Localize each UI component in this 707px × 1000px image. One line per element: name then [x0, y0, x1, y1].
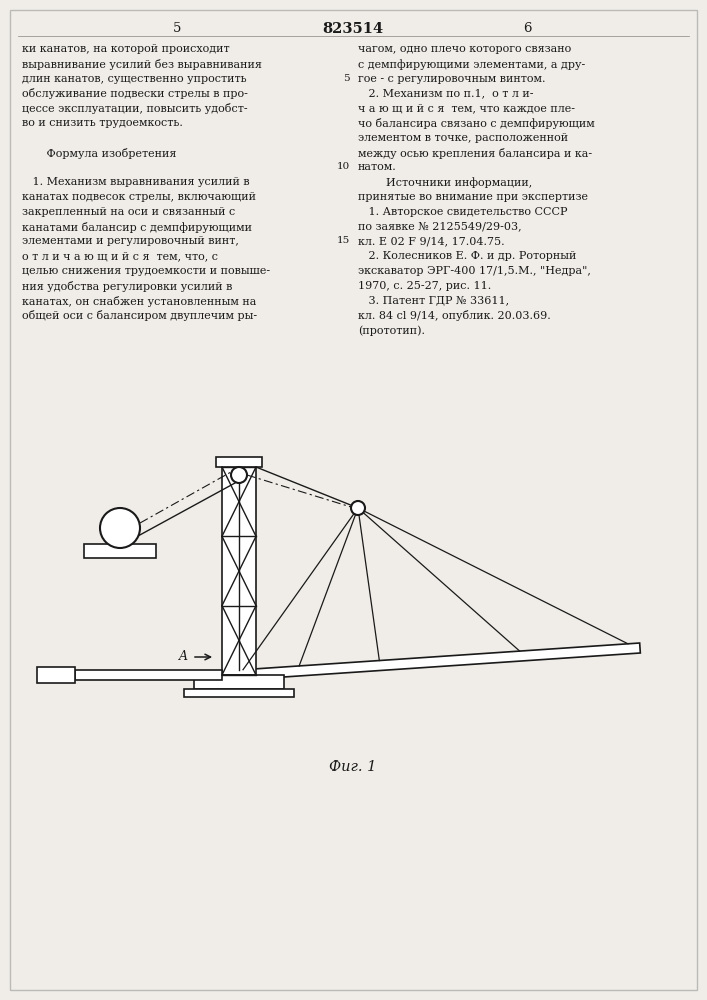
Text: ки канатов, на которой происходит: ки канатов, на которой происходит [22, 44, 230, 54]
Text: Источники информации,: Источники информации, [358, 177, 532, 188]
Bar [222, 467, 256, 675]
Text: ния удобства регулировки усилий в: ния удобства регулировки усилий в [22, 281, 233, 292]
Bar [216, 457, 262, 467]
Text: между осью крепления балансира и ка-: между осью крепления балансира и ка- [358, 148, 592, 159]
Text: 1. Авторское свидетельство СССР: 1. Авторское свидетельство СССР [358, 207, 568, 217]
Text: канатами балансир с демпфирующими: канатами балансир с демпфирующими [22, 222, 252, 233]
Bar [37, 667, 75, 683]
Text: по заявке № 2125549/29-03,: по заявке № 2125549/29-03, [358, 222, 522, 232]
Text: общей оси с балансиром двуплечим ры-: общей оси с балансиром двуплечим ры- [22, 310, 257, 321]
Text: чо балансира связано с демпфирующим: чо балансира связано с демпфирующим [358, 118, 595, 129]
Text: гое - с регулировочным винтом.: гое - с регулировочным винтом. [358, 74, 546, 84]
Text: канатах подвесок стрелы, включающий: канатах подвесок стрелы, включающий [22, 192, 256, 202]
Text: ч а ю щ и й с я  тем, что каждое пле-: ч а ю щ и й с я тем, что каждое пле- [358, 103, 575, 113]
Text: 5: 5 [173, 22, 181, 35]
Circle shape [100, 508, 140, 548]
Text: натом.: натом. [358, 162, 397, 172]
Bar [184, 689, 294, 697]
Text: с демпфирующими элементами, а дру-: с демпфирующими элементами, а дру- [358, 59, 585, 70]
Text: целью снижения трудоемкости и повыше-: целью снижения трудоемкости и повыше- [22, 266, 270, 276]
Text: 1970, с. 25-27, рис. 11.: 1970, с. 25-27, рис. 11. [358, 281, 491, 291]
Text: канатах, он снабжен установленным на: канатах, он снабжен установленным на [22, 296, 257, 307]
Polygon shape [239, 643, 641, 680]
Text: 1. Механизм выравнивания усилий в: 1. Механизм выравнивания усилий в [22, 177, 250, 187]
Text: выравнивание усилий без выравнивания: выравнивание усилий без выравнивания [22, 59, 262, 70]
Text: 823514: 823514 [322, 22, 384, 36]
Text: 6: 6 [522, 22, 531, 35]
Text: кл. 84 cl 9/14, опублик. 20.03.69.: кл. 84 cl 9/14, опублик. 20.03.69. [358, 310, 551, 321]
Text: о т л и ч а ю щ и й с я  тем, что, с: о т л и ч а ю щ и й с я тем, что, с [22, 251, 218, 261]
Text: Формула изобретения: Формула изобретения [22, 148, 176, 159]
Text: обслуживание подвески стрелы в про-: обслуживание подвески стрелы в про- [22, 88, 248, 99]
Text: кл. Е 02 F 9/14, 17.04.75.: кл. Е 02 F 9/14, 17.04.75. [358, 236, 505, 246]
Circle shape [351, 501, 365, 515]
Text: элементом в точке, расположенной: элементом в точке, расположенной [358, 133, 568, 143]
Text: Фиг. 1: Фиг. 1 [329, 760, 377, 774]
Text: 15: 15 [337, 236, 350, 245]
Text: элементами и регулировочный винт,: элементами и регулировочный винт, [22, 236, 239, 246]
Text: 2. Механизм по п.1,  о т л и-: 2. Механизм по п.1, о т л и- [358, 88, 534, 98]
Text: (прототип).: (прототип). [358, 325, 425, 336]
Text: 2. Колесников Е. Ф. и др. Роторный: 2. Колесников Е. Ф. и др. Роторный [358, 251, 576, 261]
Circle shape [231, 467, 247, 483]
Text: экскаватор ЭРГ-400 17/1,5.М., "Недра",: экскаватор ЭРГ-400 17/1,5.М., "Недра", [358, 266, 591, 276]
Text: цессе эксплуатации, повысить удобст-: цессе эксплуатации, повысить удобст- [22, 103, 247, 114]
Text: 10: 10 [337, 162, 350, 171]
Text: 5: 5 [344, 74, 350, 83]
Text: во и снизить трудоемкость.: во и снизить трудоемкость. [22, 118, 183, 128]
Text: принятые во внимание при экспертизе: принятые во внимание при экспертизе [358, 192, 588, 202]
Bar [194, 675, 284, 689]
Text: закрепленный на оси и связанный с: закрепленный на оси и связанный с [22, 207, 235, 217]
Bar [75, 670, 222, 680]
Text: чагом, одно плечо которого связано: чагом, одно плечо которого связано [358, 44, 571, 54]
Bar [84, 544, 156, 558]
Text: 3. Патент ГДР № 33611,: 3. Патент ГДР № 33611, [358, 296, 509, 306]
Text: длин канатов, существенно упростить: длин канатов, существенно упростить [22, 74, 247, 84]
Text: A: A [179, 650, 188, 664]
